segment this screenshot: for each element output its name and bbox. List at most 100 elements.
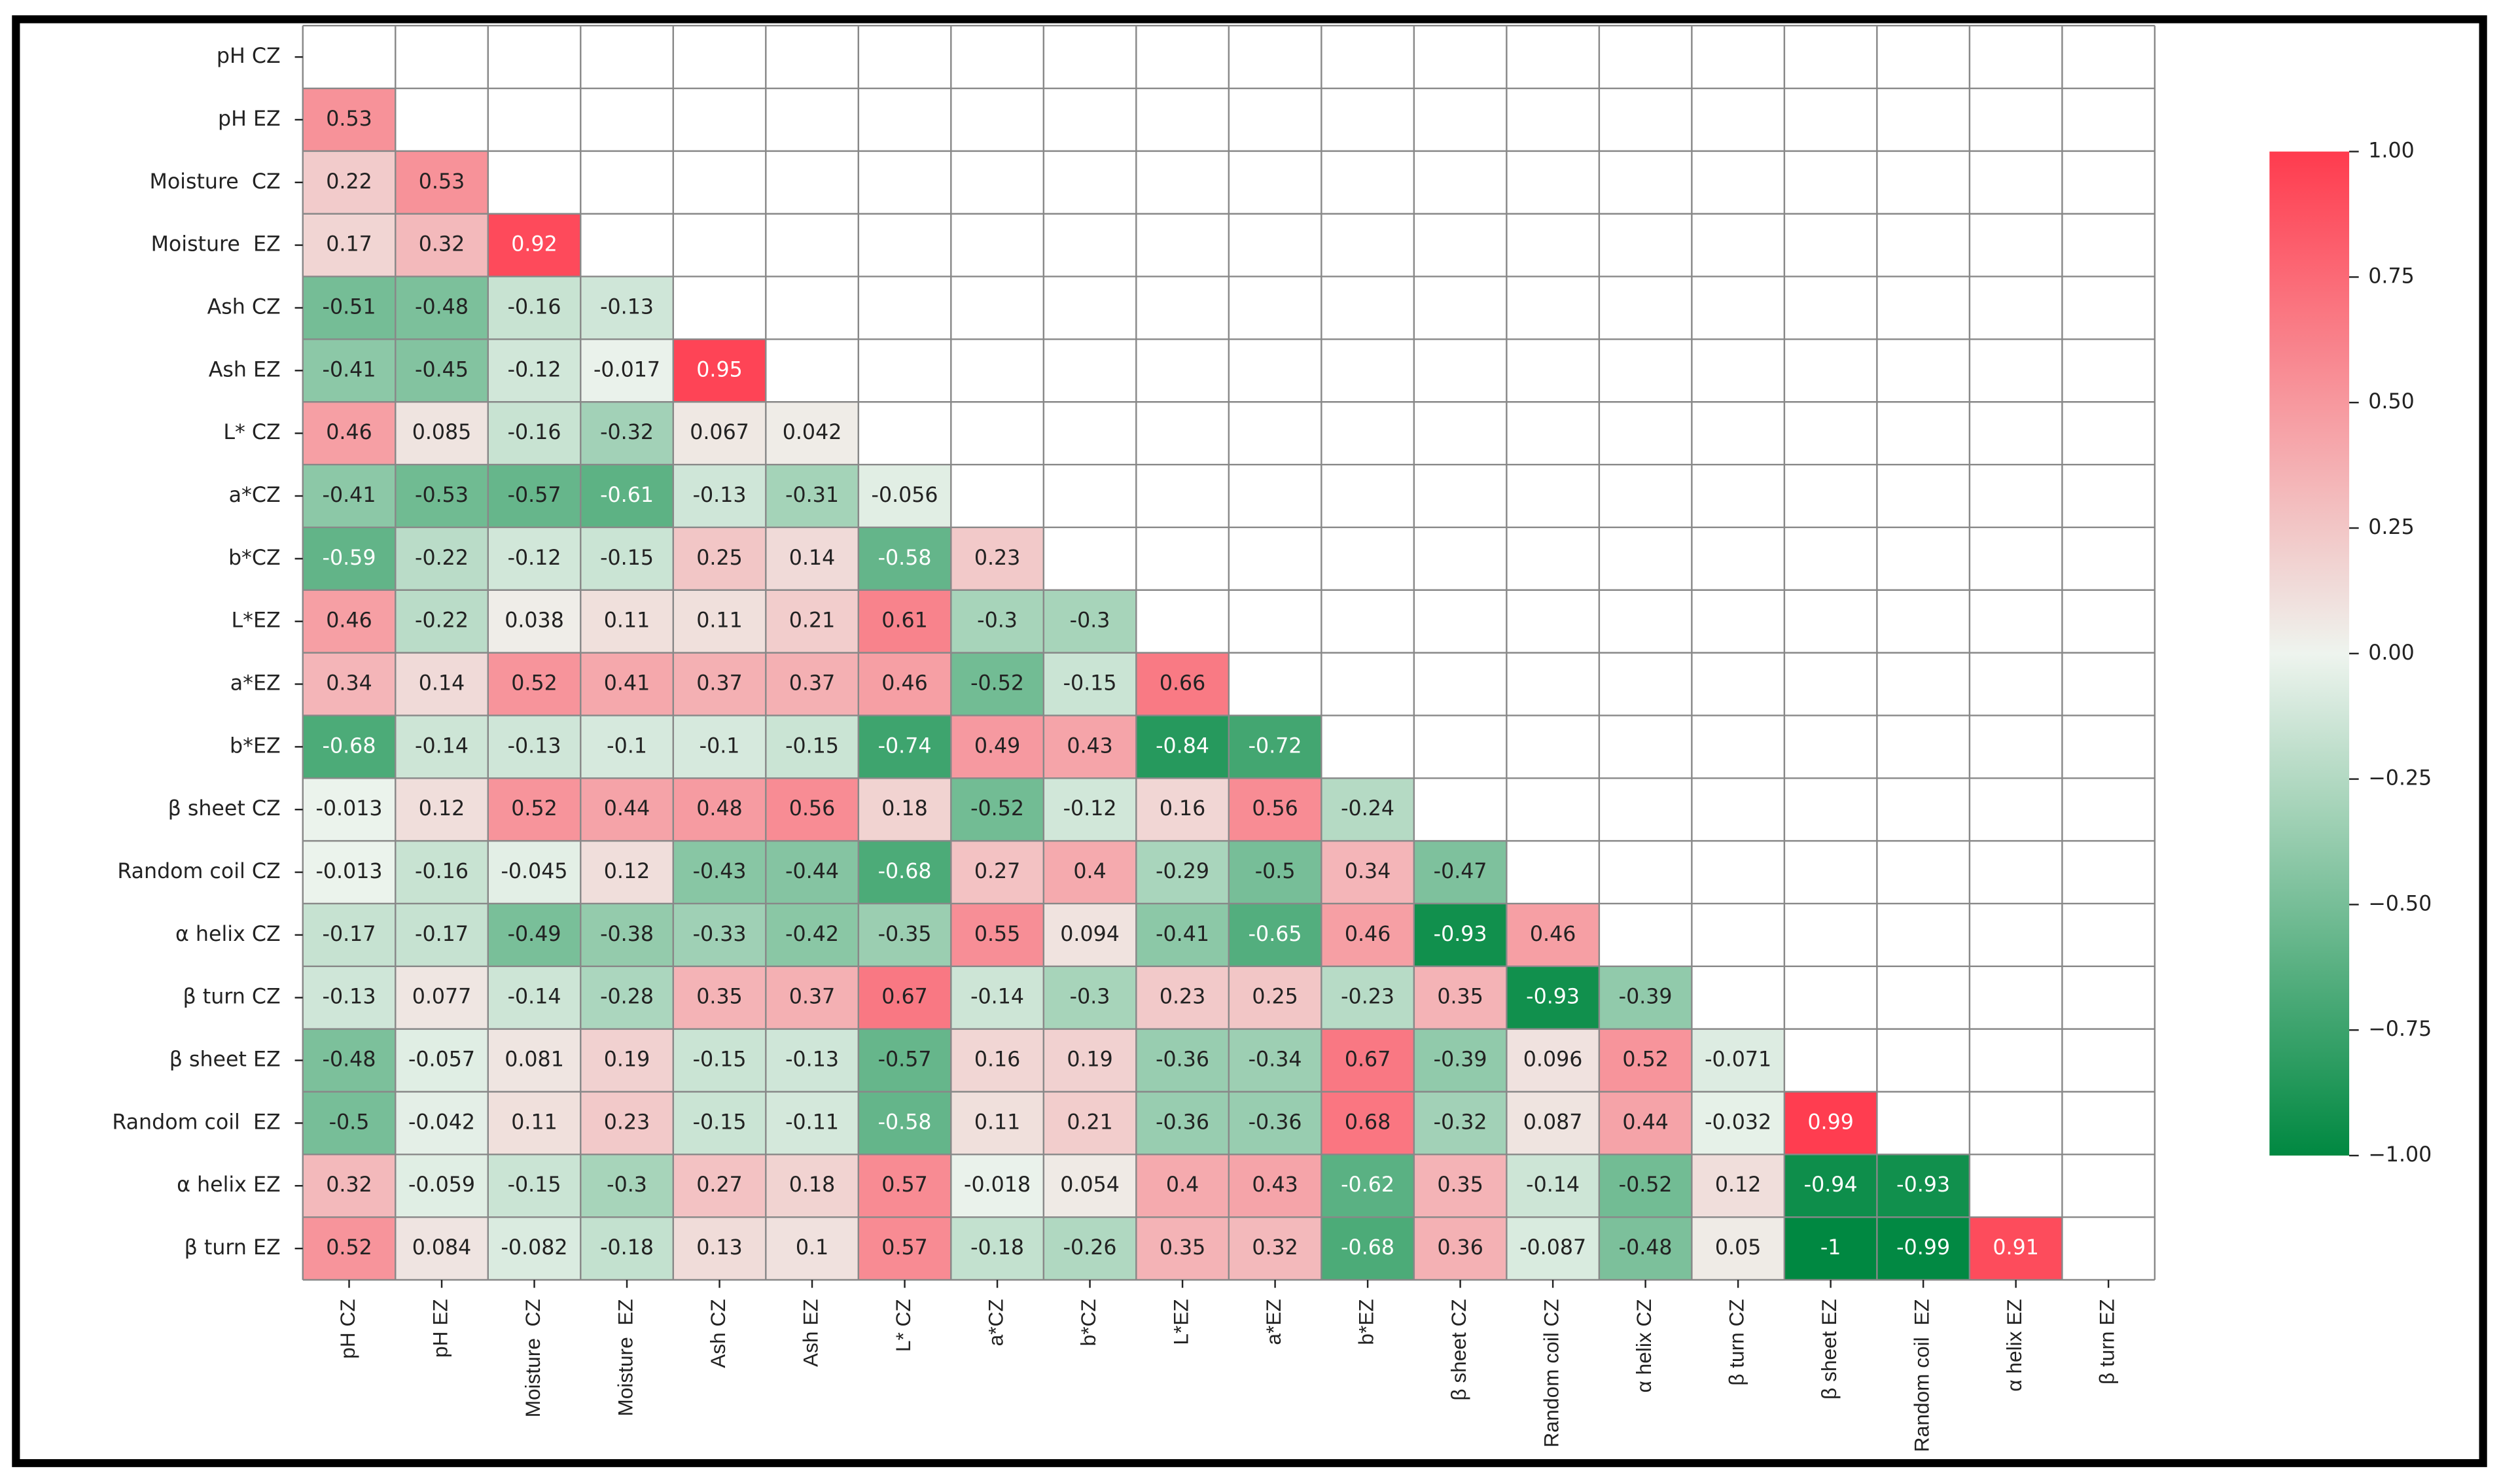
heatmap-cell <box>1136 903 1229 966</box>
cell-label: -0.93 <box>1896 1173 1950 1197</box>
heatmap-cell <box>766 1029 859 1092</box>
cell-label: 0.36 <box>1437 1236 1483 1260</box>
heatmap-cell <box>673 1091 766 1155</box>
cell-label: 0.4 <box>1073 860 1106 883</box>
heatmap-cell <box>487 903 581 966</box>
y-tick-label: b*CZ <box>228 546 281 570</box>
cell-label: 0.05 <box>1715 1236 1762 1260</box>
y-tick-label: α helix EZ <box>177 1173 281 1197</box>
heatmap-cell <box>673 652 766 716</box>
cell-label: -0.41 <box>323 358 376 381</box>
cell-label: -0.29 <box>1156 860 1209 883</box>
heatmap-cell <box>395 402 488 465</box>
cell-label: 0.41 <box>604 672 650 696</box>
y-tick-label: β turn CZ <box>183 985 281 1009</box>
heatmap-cell <box>1228 1217 1322 1281</box>
cell-label: -0.74 <box>878 734 932 758</box>
cell-label: -0.18 <box>970 1236 1024 1260</box>
cell-label: 0.054 <box>1060 1173 1120 1197</box>
heatmap-cell <box>395 339 488 402</box>
colorbar <box>2269 151 2350 1156</box>
heatmap-cell <box>1692 1154 1784 1218</box>
heatmap-cell <box>1877 1154 1970 1218</box>
x-tick-label: α helix CZ <box>1632 1299 1656 1392</box>
heatmap-cell <box>1043 1029 1137 1092</box>
heatmap-cell <box>1321 841 1414 904</box>
heatmap-cell <box>395 1217 488 1281</box>
cell-label: 0.12 <box>604 860 650 883</box>
cell-label: -0.61 <box>600 484 654 507</box>
cell-label: -0.14 <box>970 985 1024 1009</box>
heatmap-cell <box>487 778 581 841</box>
cell-label: -0.017 <box>594 358 660 381</box>
heatmap-cell <box>766 590 859 653</box>
cell-label: 0.14 <box>789 546 836 570</box>
cell-label: 0.21 <box>789 609 836 633</box>
heatmap-cell <box>858 1091 951 1155</box>
cell-label: 0.25 <box>1252 985 1298 1009</box>
cell-label: 0.91 <box>1993 1236 2039 1260</box>
cell-label: -0.16 <box>508 421 561 444</box>
cell-label: -0.22 <box>415 546 469 570</box>
heatmap-cell <box>1043 1091 1137 1155</box>
cell-label: 0.32 <box>326 1173 372 1197</box>
cell-label: 0.34 <box>326 672 372 696</box>
heatmap-cell <box>580 590 673 653</box>
cell-label: -0.032 <box>1705 1110 1771 1134</box>
heatmap-cell <box>858 465 951 527</box>
heatmap-cell <box>302 527 396 590</box>
cell-label: -0.36 <box>1156 1110 1209 1134</box>
cell-label: -0.93 <box>1434 923 1487 946</box>
heatmap-cell <box>766 715 859 779</box>
cell-label: 0.56 <box>789 797 836 821</box>
cell-label: -0.13 <box>785 1048 839 1072</box>
y-tick-label: Random coil CZ <box>117 860 280 883</box>
heatmap-cell <box>673 402 766 465</box>
cell-label: -0.22 <box>415 609 469 633</box>
cell-label: 0.081 <box>505 1048 564 1072</box>
cell-label: -0.28 <box>600 985 654 1009</box>
cell-label: -0.5 <box>329 1110 370 1134</box>
cell-label: -0.15 <box>600 546 654 570</box>
cell-label: -0.48 <box>323 1048 376 1072</box>
cell-label: -0.26 <box>1063 1236 1117 1260</box>
heatmap-cell <box>395 527 488 590</box>
cell-label: 0.46 <box>326 421 372 444</box>
x-tick-label: pH EZ <box>428 1299 452 1358</box>
heatmap-cell <box>302 339 396 402</box>
heatmap-cell <box>858 652 951 716</box>
cell-label: 0.52 <box>511 797 558 821</box>
cell-label: 0.12 <box>419 797 465 821</box>
cell-label: 0.49 <box>974 734 1021 758</box>
heatmap-cell <box>1599 1217 1692 1281</box>
heatmap-cell <box>1228 778 1322 841</box>
cell-label: -0.3 <box>977 609 1018 633</box>
heatmap-cell <box>487 465 581 527</box>
y-tick-label: Random coil EZ <box>112 1110 280 1134</box>
heatmap-cell <box>395 652 488 716</box>
cell-label: -0.99 <box>1896 1236 1950 1260</box>
cell-label: 0.35 <box>1437 985 1483 1009</box>
cell-label: 0.46 <box>881 672 928 696</box>
heatmap-cell <box>1228 1029 1322 1092</box>
cell-label: 0.35 <box>1437 1173 1483 1197</box>
y-tick-label: β sheet EZ <box>169 1048 281 1072</box>
cell-label: 0.53 <box>326 107 372 131</box>
cell-label: 0.16 <box>974 1048 1021 1072</box>
heatmap-cell <box>1043 966 1137 1029</box>
heatmap-cell <box>858 715 951 779</box>
heatmap-cell <box>858 527 951 590</box>
cell-label: 0.087 <box>1523 1110 1583 1134</box>
heatmap-cell <box>1692 1029 1784 1092</box>
heatmap-cell <box>858 590 951 653</box>
cell-label: -0.057 <box>408 1048 475 1072</box>
heatmap-cell <box>487 213 581 277</box>
heatmap-cell <box>395 213 488 277</box>
cell-label: -0.44 <box>785 860 839 883</box>
cell-label: -0.58 <box>878 1110 932 1134</box>
heatmap-cell <box>673 527 766 590</box>
heatmap-cell <box>858 1029 951 1092</box>
heatmap-cell <box>302 1029 396 1092</box>
x-tick-label: L* CZ <box>891 1299 915 1352</box>
cell-label: -0.11 <box>785 1110 839 1134</box>
